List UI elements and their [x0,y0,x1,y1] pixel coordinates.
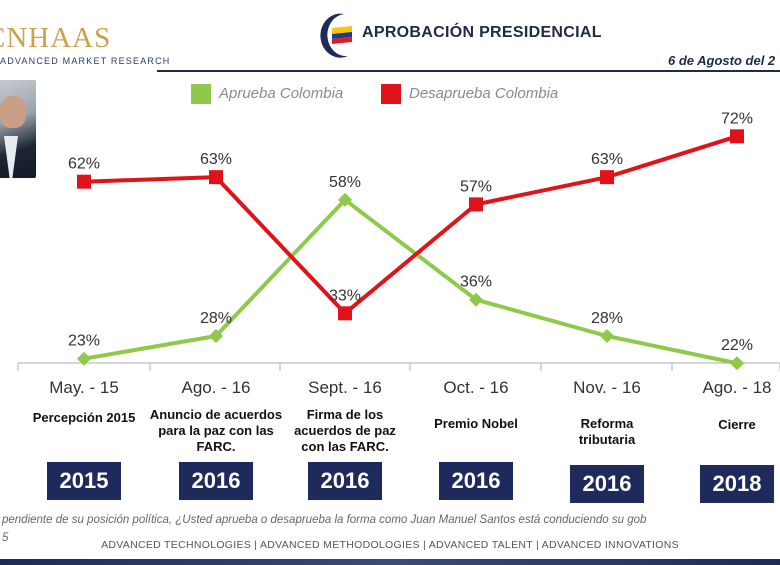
year-badge: 2015 [47,462,121,500]
event-description-line: Percepción 2015 [32,410,136,425]
series-line-desaprueba [83,134,738,316]
event-description: Anuncio de acuerdos para la paz con las FA… [141,407,291,455]
x-tick-label: Oct. - 16 [443,378,508,397]
year-badge: 2018 [700,465,774,503]
x-tick-label: Ago. - 16 [182,378,251,397]
legend-item-desaprueba: Desaprueba Colombia [381,84,558,104]
colombia-emblem-icon [320,13,352,58]
header-divider [157,70,780,72]
series-line-aprueba [83,197,738,366]
aprueba-point [209,329,223,343]
event-description: Cierre [662,417,780,433]
data-label: 57% [460,178,492,195]
event-description-line: para la paz con las [158,423,274,438]
aprueba-point [338,192,352,207]
event-description: Firma de los acuerdos de paz con las FARC. [270,407,420,455]
event-description-line: Cierre [718,417,756,432]
brand-tagline: ADVANCED MARKET RESEARCH [0,56,171,66]
event-description: Premio Nobel [401,416,551,432]
year-badge: 2016 [439,462,513,500]
year-badge: 2016 [570,465,644,503]
event-description-line: acuerdos de paz [294,423,396,438]
year-badge: 2016 [179,462,253,500]
page-title: APROBACIÓN PRESIDENCIAL [362,24,602,41]
data-label: 62% [68,156,100,173]
data-label: 63% [200,151,232,168]
approval-line-chart: May. - 15 Ago. - 16 Sept. - 16 Oct. - 16 Nov… [17,110,780,397]
x-tick-label: May. - 15 [49,378,119,397]
legend-label-aprueba: Aprueba Colombia [219,84,344,102]
desaprueba-point [338,306,352,321]
data-label: 36% [460,274,492,291]
brand-logo: CNHAAS [0,22,112,54]
legend-label-desaprueba: Desaprueba Colombia [409,84,559,102]
footnote-source: 5 [2,532,9,544]
event-description: Percepción 2015 [9,410,159,426]
bottom-bar [0,559,780,565]
x-tick-label: Nov. - 16 [573,378,641,397]
event-description-line: Anuncio de acuerdos [149,407,283,422]
aprueba-point [600,329,614,343]
data-label: 22% [721,337,753,354]
data-label: 72% [721,110,753,127]
aprueba-point [730,356,744,371]
event-description-line: FARC. [196,439,236,454]
president-photo [0,80,36,178]
desaprueba-point [730,129,744,144]
legend-item-aprueba: Aprueba Colombia [191,84,343,104]
footnote-question: pendiente de su posición política, ¿Uste… [2,514,647,526]
legend-swatch-red [381,84,401,104]
report-date: 6 de Agosto del 2 [668,53,776,68]
event-description-line: con las FARC. [301,439,389,454]
desaprueba-point [77,174,91,189]
data-label: 28% [200,310,232,327]
x-tick-label: Ago. - 18 [703,378,772,397]
event-description-line: Premio Nobel [434,416,518,431]
footer-tagline: ADVANCED TECHNOLOGIES | ADVANCED METHODO… [101,539,679,551]
data-label: 58% [329,174,361,191]
desaprueba-point [600,170,614,185]
event-description: Reforma tributaria [532,416,682,448]
data-label: 28% [591,310,623,327]
data-label: 23% [68,333,100,350]
aprueba-point [77,351,91,366]
legend-swatch-green [191,84,211,104]
desaprueba-point [209,170,223,185]
x-tick-label: Sept. - 16 [308,378,382,397]
desaprueba-point [469,197,483,212]
data-label: 63% [591,151,623,168]
year-badge: 2016 [308,462,382,500]
data-label: 33% [329,287,361,304]
aprueba-point [469,292,483,307]
event-description-line: Reforma [580,416,634,431]
event-description-line: tributaria [578,432,636,447]
event-description-line: Firma de los [306,407,384,422]
